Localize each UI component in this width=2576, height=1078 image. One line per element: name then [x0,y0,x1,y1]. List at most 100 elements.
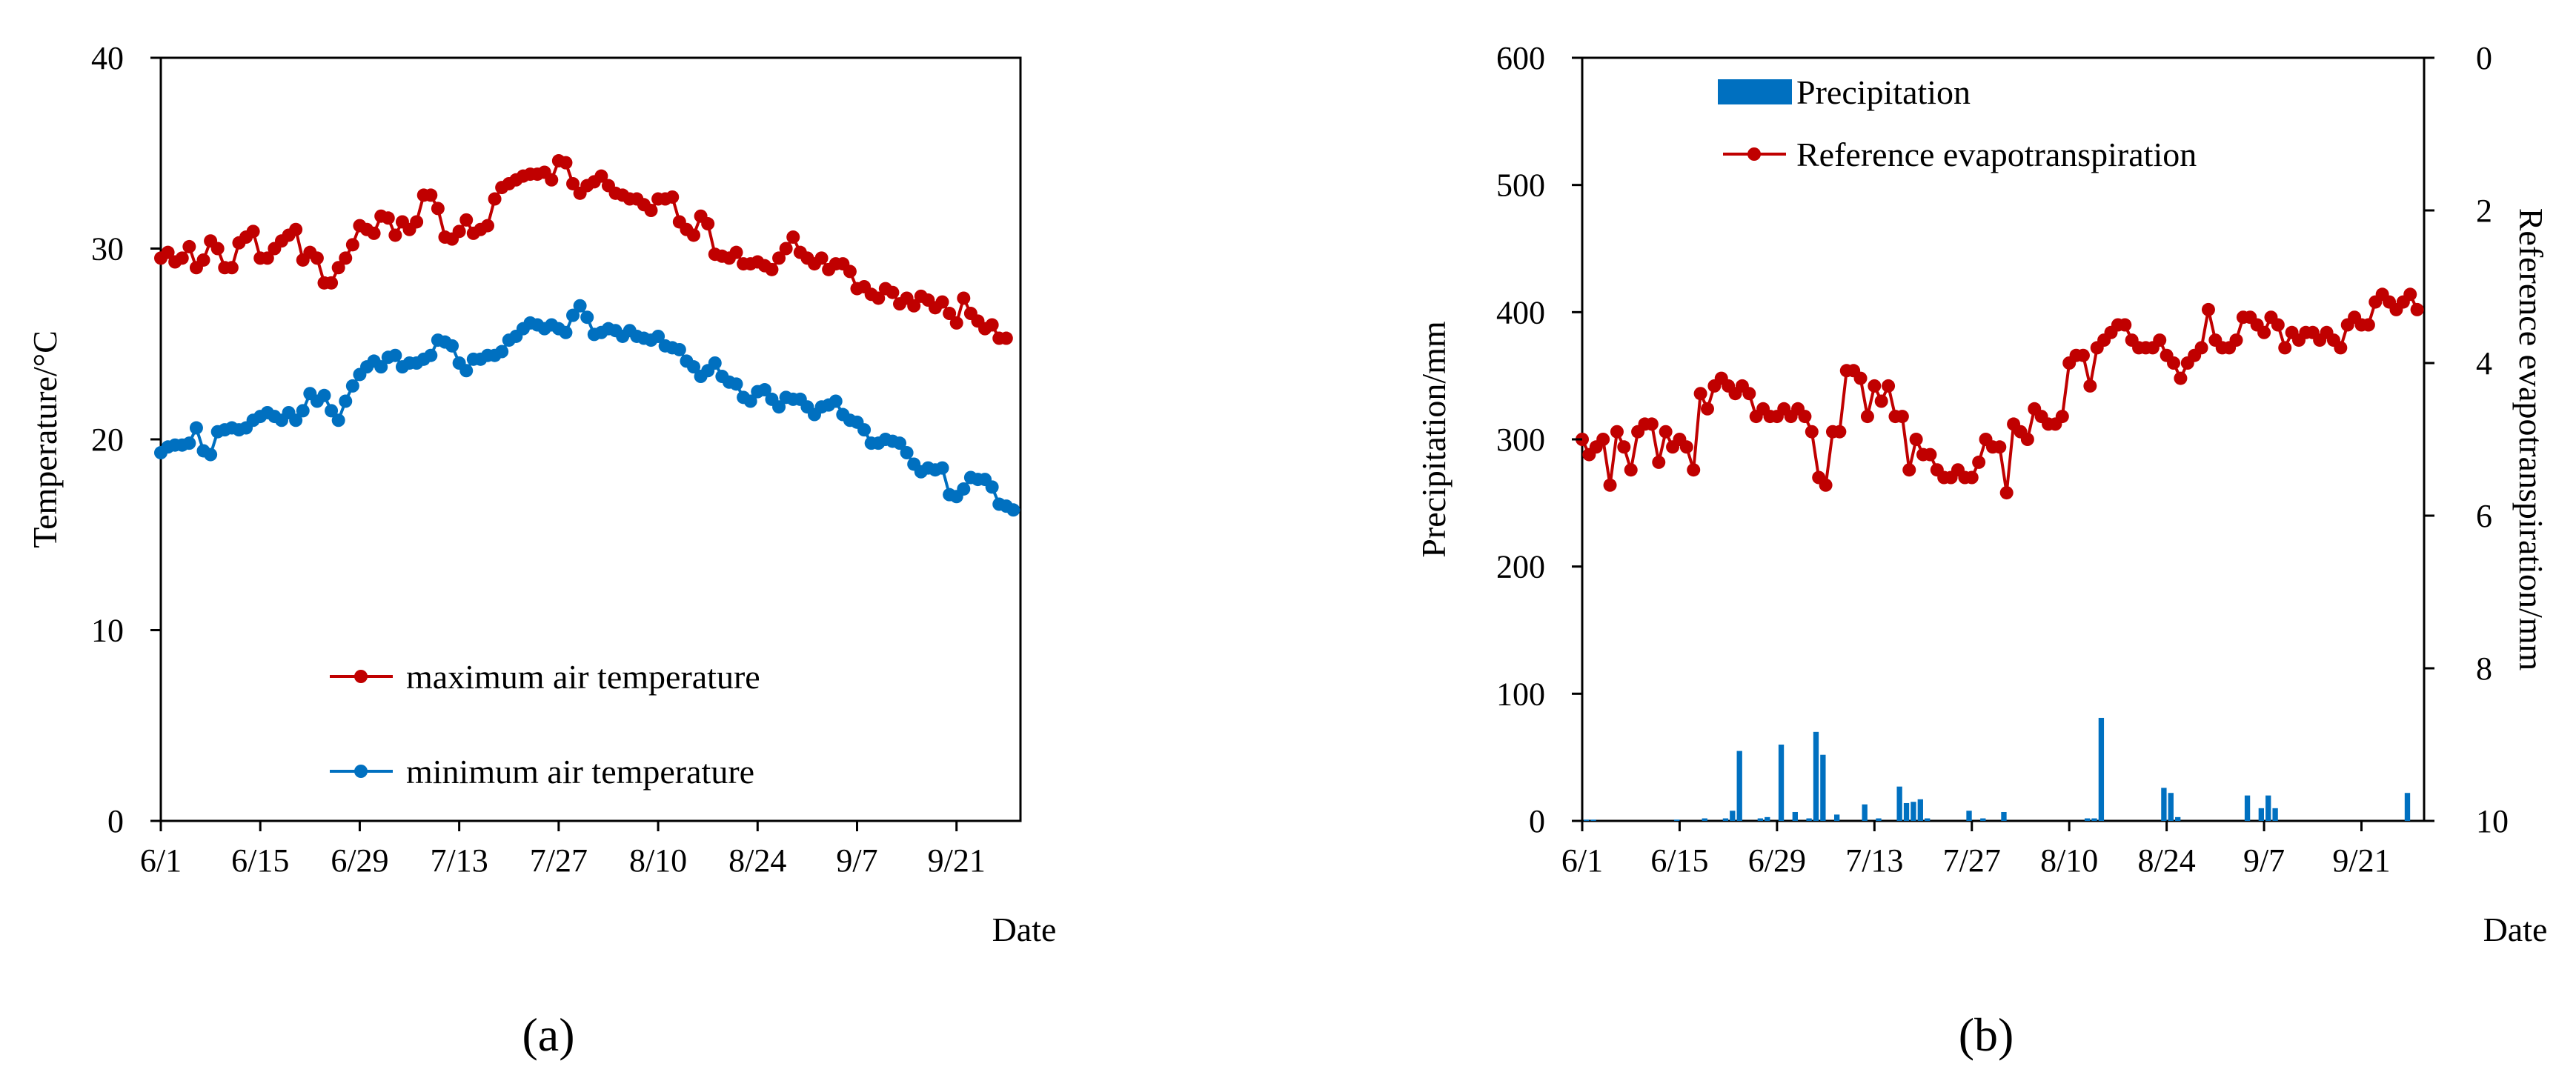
data-point-et0 [1833,425,1847,439]
data-point-min-temp [566,308,580,322]
data-point-min-temp [296,404,310,418]
data-point-max-temp [381,211,395,225]
precipitation-bar [1862,804,1868,821]
x-tick-label-b: 9/7 [2243,842,2285,879]
precipitation-bar [2404,793,2411,821]
data-point-min-temp [857,423,872,437]
data-point-et0 [1909,433,1923,446]
data-point-max-temp [594,169,608,183]
precipitation-bar [2161,788,2167,821]
precipitation-bar [1833,814,1840,821]
data-point-et0 [1603,478,1617,492]
data-point-min-temp [388,348,402,362]
data-point-max-temp [424,188,438,202]
data-point-et0 [1874,394,1888,408]
data-point-max-temp [431,202,445,216]
precipitation-bar [1896,786,1902,821]
data-point-et0 [2083,379,2097,393]
x-tick-label-a: 6/29 [331,842,388,879]
x-tick-label-b: 6/15 [1650,842,1708,879]
data-point-max-temp [729,245,743,259]
x-tick-label-b: 7/27 [1943,842,2001,879]
data-point-et0 [1805,425,1819,439]
precipitation-bar [2265,795,2271,821]
precipitation-bar [1903,802,1910,821]
data-point-et0 [1999,486,2014,500]
data-point-et0 [1617,440,1631,454]
data-point-et0 [1610,425,1624,439]
data-point-et0 [2257,325,2271,339]
series-line-et0 [1581,291,2419,493]
y-tick-label-a: 30 [91,231,124,267]
data-point-max-temp [843,264,857,279]
data-point-et0 [1700,402,1714,416]
legend-b: Precipitation Reference evapotranspirati… [1718,73,2197,173]
data-point-max-temp [161,245,175,259]
data-point-max-temp [410,215,424,229]
precipitation-bar [1917,799,1923,821]
precipitation-bar [1778,745,1785,821]
data-point-et0 [2403,287,2417,302]
x-tick-label-a: 7/13 [431,842,488,879]
precipitation-bar [2272,808,2278,821]
data-point-max-temp [545,173,559,187]
data-point-et0 [1687,463,1701,477]
x-tick-label-a: 8/10 [629,842,687,879]
y-tick-label-b: 600 [1496,40,1545,76]
y-tick-label-a: 0 [107,803,124,839]
precipitation-bar [1736,751,1742,821]
data-point-min-temp [757,383,771,397]
data-point-et0 [2278,341,2292,355]
precipitation-bar [2175,816,2181,821]
data-point-min-temp [985,480,999,494]
data-point-max-temp [559,156,573,170]
data-point-min-temp [345,379,359,393]
y2-tick-label-b: 2 [2476,193,2492,229]
data-point-min-temp [374,360,388,374]
legend-swatch-precip [1718,79,1792,104]
x-tick-label-b: 8/10 [2040,842,2098,879]
precipitation-bar [1590,819,1596,821]
data-point-min-temp [708,356,722,370]
data-point-et0 [1868,379,1882,393]
data-point-et0 [2201,302,2215,316]
data-point-et0 [1993,440,2007,454]
data-point-min-temp [580,310,594,325]
data-point-max-temp [665,190,680,204]
data-point-et0 [1624,463,1638,477]
data-point-max-temp [872,291,886,305]
data-point-max-temp [949,316,963,330]
data-point-min-temp [424,348,438,362]
data-point-et0 [1659,425,1673,439]
precipitation-bar [2001,811,2007,821]
data-point-et0 [1895,410,1909,424]
data-point-et0 [2334,341,2348,355]
et0-series [1576,287,2424,500]
data-point-et0 [1965,470,1979,485]
precipitation-bar [1765,816,1770,821]
data-point-et0 [1742,387,1756,401]
y2-tick-label-b: 6 [2476,498,2492,534]
data-point-min-temp [325,404,339,418]
data-point-max-temp [566,176,580,190]
y-tick-label-b: 400 [1496,294,1545,330]
data-point-min-temp [772,400,786,414]
panel-label-b: (b) [1959,1008,2014,1061]
x-tick-label-a: 8/24 [728,842,786,879]
x-tick-label-b: 9/21 [2332,842,2390,879]
legend-label-precip: Precipitation [1796,73,1971,111]
chart-b: 0 100 200 300 400 500 600 0 2 4 6 8 10 6/1 6/15 6/29 7… [1415,40,2550,1061]
y2-tick-label-b: 10 [2476,803,2509,839]
data-point-min-temp [893,436,907,450]
data-point-et0 [2410,302,2424,316]
data-point-max-temp [701,217,715,231]
y-tick-label-b: 200 [1496,549,1545,585]
data-point-max-temp [310,251,324,265]
data-point-min-temp [957,482,971,496]
y-tick-label-b: 300 [1496,422,1545,458]
y-tick-label-b: 500 [1496,167,1545,204]
legend-label-min: minimum air temperature [406,753,754,791]
data-point-max-temp [459,213,474,227]
data-point-max-temp [907,299,921,313]
